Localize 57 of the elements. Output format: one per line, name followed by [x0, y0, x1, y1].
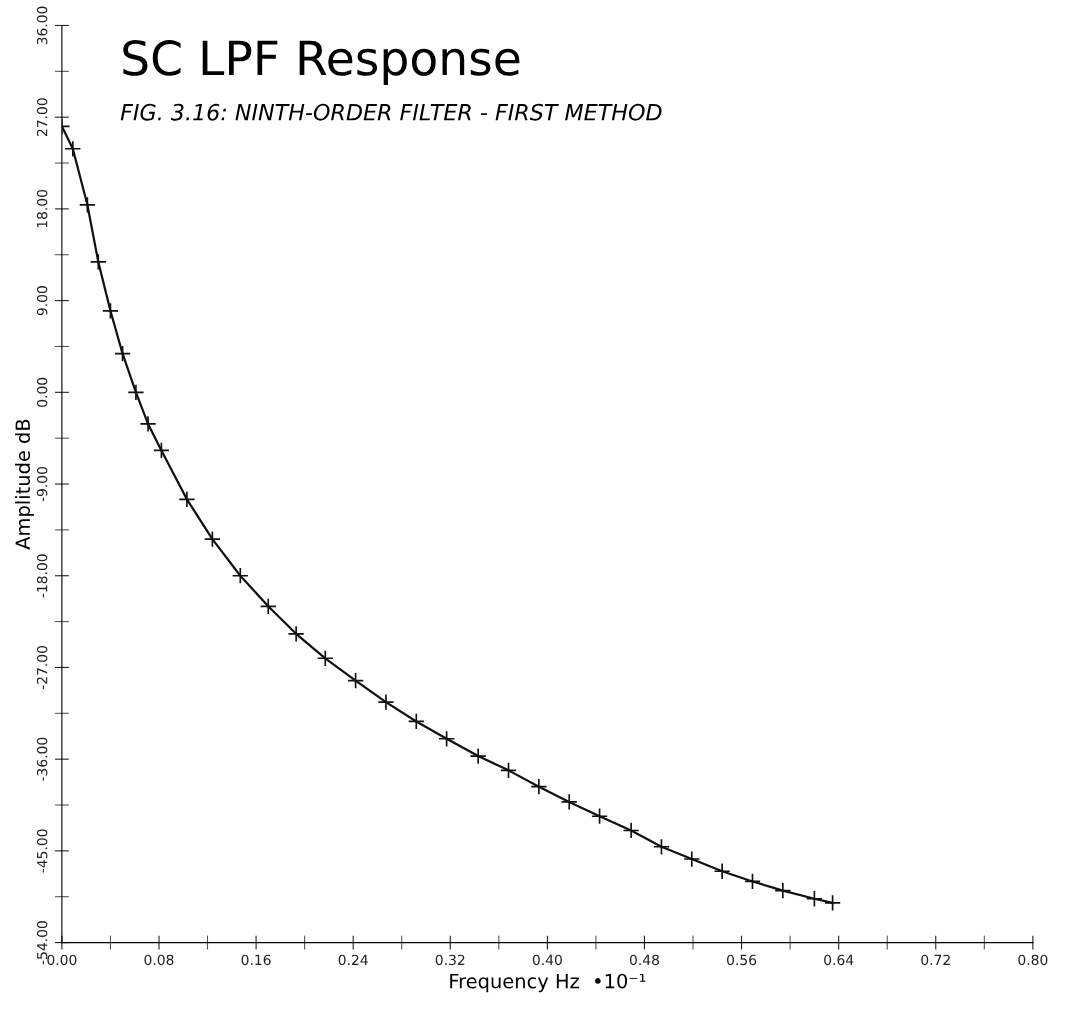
x-tick-label: 0.16: [241, 954, 271, 966]
point: [101, 302, 119, 320]
y-tick-label: 27.00: [36, 98, 48, 137]
y-tick-label: -45.00: [36, 829, 48, 873]
point: [805, 890, 823, 908]
point: [438, 730, 456, 748]
x-tick-label: 0.56: [727, 954, 757, 966]
point: [530, 778, 548, 796]
point: [560, 793, 578, 811]
point: [178, 490, 196, 508]
x-tick-label: 0.08: [144, 954, 174, 966]
point: [407, 712, 425, 730]
point: [139, 415, 157, 433]
point: [622, 822, 640, 839]
point: [683, 850, 701, 868]
text: FIG. 3.16: NINTH-ORDER FILTER - FIRST METHOD: [120, 103, 662, 121]
point: [377, 693, 395, 711]
x-tick-label: 0.64: [824, 954, 854, 966]
point: [713, 862, 731, 880]
point: [591, 807, 609, 825]
x-tick-label: 0.24: [338, 954, 368, 966]
point: [152, 441, 170, 459]
y-axis-title: Amplitude dB: [15, 419, 34, 550]
x-tick-label: 0.80: [1018, 954, 1048, 966]
point: [89, 253, 107, 271]
point: [744, 872, 761, 890]
point: [347, 672, 365, 690]
y-tick-label: -27.00: [36, 645, 48, 690]
y-tick-label: 36.00: [36, 6, 48, 45]
point: [824, 894, 842, 912]
point: [203, 530, 221, 548]
y-tick-label: 9.00: [36, 286, 48, 316]
y-tick-label: 0.00: [36, 377, 48, 407]
point: [774, 882, 792, 900]
y-tick-label: -36.00: [36, 737, 48, 781]
y-tick-label: -9.00: [36, 466, 48, 502]
chart-title: SC LPF Response: [123, 40, 520, 85]
point: [287, 625, 305, 643]
point: [114, 345, 132, 363]
x-axis-title: Frequency Hz •10⁻¹: [450, 973, 646, 993]
x-tick-label: 0.40: [532, 954, 562, 966]
y-tick-label: -18.00: [36, 554, 48, 598]
point: [127, 383, 145, 401]
point: [64, 140, 82, 158]
point: [316, 649, 334, 667]
point: [652, 838, 670, 856]
y-tick-label: 18.00: [36, 189, 48, 228]
y-tick-label: -54.00: [36, 921, 48, 965]
x-tick-label: 0.48: [629, 954, 659, 966]
x-tick-label: 0.32: [435, 954, 465, 966]
point: [78, 196, 96, 214]
point: [231, 567, 249, 585]
x-tick-label: 0.72: [921, 954, 950, 966]
point: [469, 747, 487, 765]
point: [500, 761, 518, 779]
x-tick-label: 0.00: [47, 954, 77, 966]
point: [259, 597, 277, 615]
